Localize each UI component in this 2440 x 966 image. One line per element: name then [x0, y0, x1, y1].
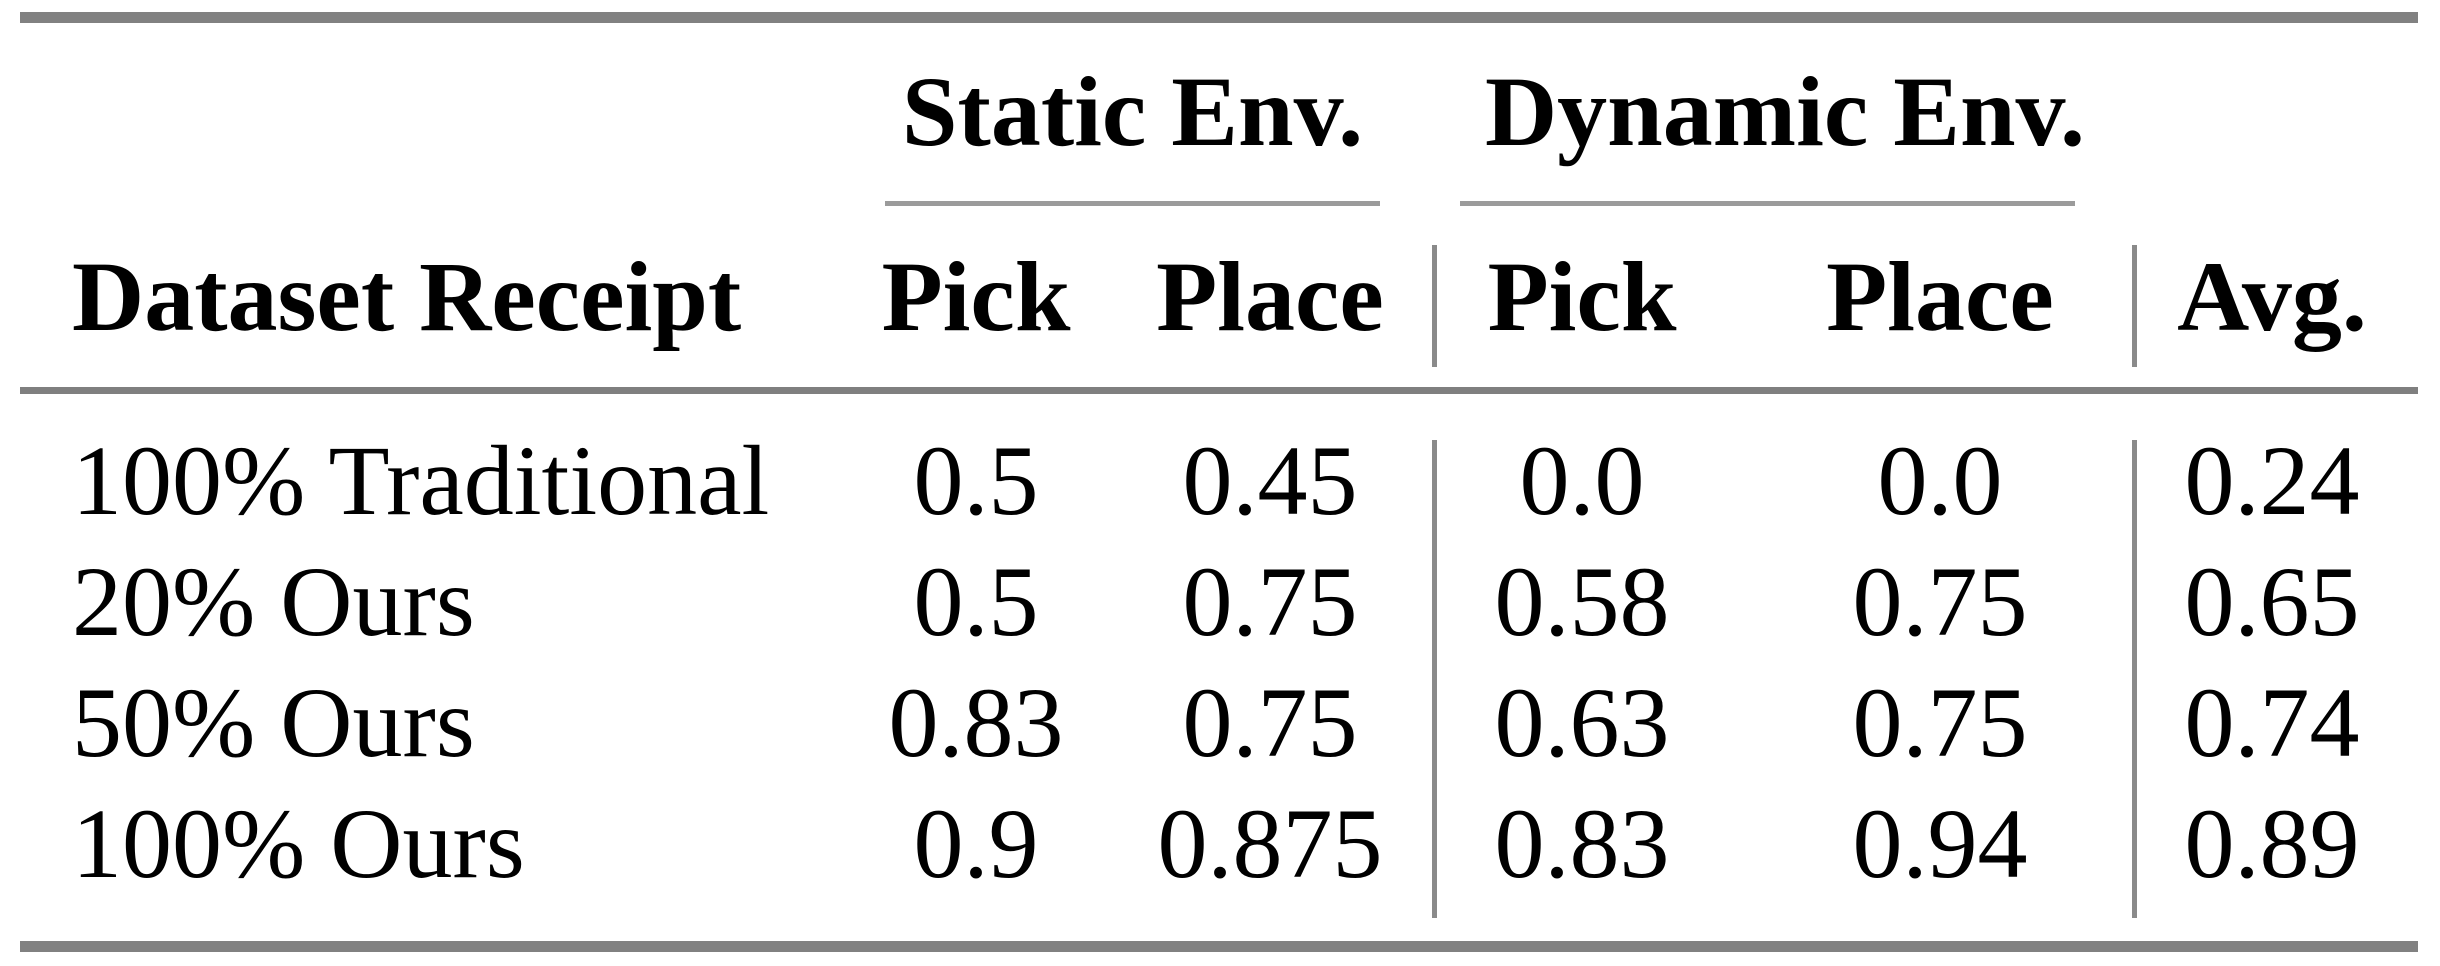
table-row: 100% Traditional 0.5 0.45 0.0 0.0 0.24	[0, 420, 2440, 541]
table-row: 100% Ours 0.9 0.875 0.83 0.94 0.89	[0, 783, 2440, 904]
table-top-rule	[20, 12, 2418, 23]
table-header-rule	[20, 387, 2418, 394]
cell-dynamic-place: 0.0	[1877, 424, 2003, 536]
col-header-static-place: Place	[1156, 241, 1384, 352]
col-header-avg: Avg.	[2177, 241, 2367, 352]
cell-dynamic-place: 0.94	[1852, 787, 2028, 899]
avg-separator-header	[2132, 245, 2137, 367]
cell-static-pick: 0.9	[913, 787, 1039, 899]
cell-dynamic-pick: 0.58	[1494, 545, 1670, 657]
cell-dynamic-pick: 0.0	[1519, 424, 1645, 536]
static-env-group-header: Static Env.	[901, 56, 1364, 167]
cell-static-pick: 0.5	[913, 424, 1039, 536]
row-label: 100% Traditional	[72, 424, 770, 536]
static-dynamic-separator-body	[1432, 440, 1437, 918]
cell-static-pick: 0.5	[913, 545, 1039, 657]
cell-static-pick: 0.83	[888, 666, 1064, 778]
cell-avg: 0.65	[2184, 545, 2360, 657]
cell-static-place: 0.875	[1157, 787, 1383, 899]
cell-avg: 0.74	[2184, 666, 2360, 778]
column-header-row: Dataset Receipt Pick Place Pick Place Av…	[0, 207, 2440, 387]
column-group-header-row: Static Env. Dynamic Env.	[0, 23, 2440, 201]
avg-separator-body	[2132, 440, 2137, 918]
row-label: 50% Ours	[72, 666, 475, 778]
static-env-underline	[885, 201, 1380, 206]
col-header-static-pick: Pick	[881, 241, 1071, 352]
col-header-dynamic-pick: Pick	[1487, 241, 1677, 352]
cell-dynamic-pick: 0.83	[1494, 787, 1670, 899]
cell-static-place: 0.75	[1182, 545, 1358, 657]
cell-avg: 0.89	[2184, 787, 2360, 899]
col-header-dynamic-place: Place	[1826, 241, 2054, 352]
cell-dynamic-place: 0.75	[1852, 666, 2028, 778]
row-label: 100% Ours	[72, 787, 525, 899]
cell-dynamic-place: 0.75	[1852, 545, 2028, 657]
col-header-dataset: Dataset Receipt	[72, 241, 742, 352]
dynamic-env-group-header: Dynamic Env.	[1484, 56, 2086, 167]
cell-avg: 0.24	[2184, 424, 2360, 536]
table-bottom-rule	[20, 941, 2418, 952]
cell-static-place: 0.75	[1182, 666, 1358, 778]
cell-static-place: 0.45	[1182, 424, 1358, 536]
static-dynamic-separator-header	[1432, 245, 1437, 367]
dynamic-env-underline	[1460, 201, 2075, 206]
row-label: 20% Ours	[72, 545, 475, 657]
cell-dynamic-pick: 0.63	[1494, 666, 1670, 778]
table-row: 20% Ours 0.5 0.75 0.58 0.75 0.65	[0, 541, 2440, 662]
table-row: 50% Ours 0.83 0.75 0.63 0.75 0.74	[0, 662, 2440, 783]
